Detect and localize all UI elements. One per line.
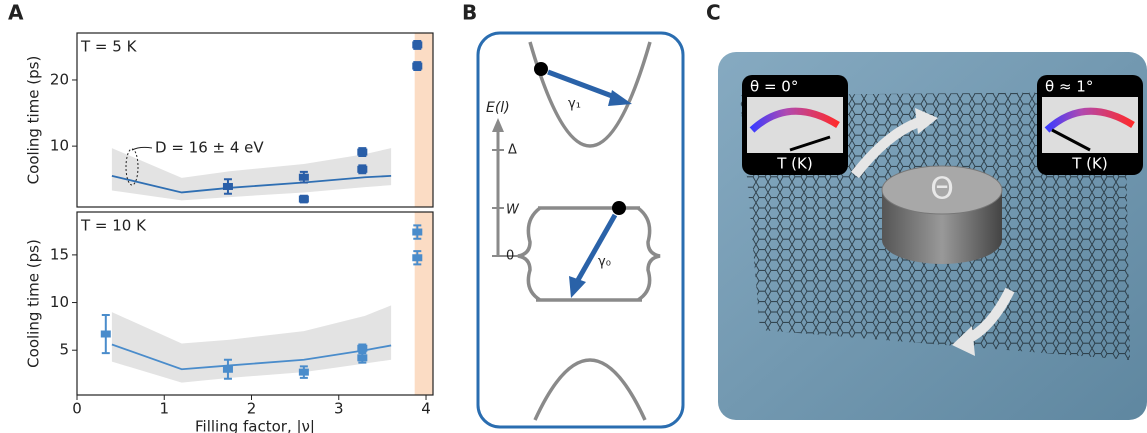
panel-label: C <box>706 1 721 25</box>
data-point <box>412 254 422 261</box>
data-point <box>299 174 309 181</box>
data-point <box>357 354 367 361</box>
annotation: T = 5 K <box>80 38 138 56</box>
gauge-label: θ ≈ 1° <box>1045 78 1093 96</box>
gauge-axis: T (K) <box>1071 155 1107 173</box>
y-tick-label: 20 <box>50 70 69 88</box>
x-tick-label: 1 <box>159 400 169 418</box>
y-axis-label: Cooling time (ps) <box>25 239 43 368</box>
y-tick-label: 15 <box>50 245 69 263</box>
y-tick-label: 10 <box>50 137 69 155</box>
electron <box>534 62 548 76</box>
gauge-label: θ = 0° <box>750 78 798 96</box>
puck-symbol: Θ <box>930 172 954 207</box>
x-tick-label: 2 <box>247 400 257 418</box>
x-axis-label: Filling factor, |ν| <box>195 418 315 433</box>
illustration: Θ θ = 0° T (K) θ ≈ 1° T (K) <box>718 52 1147 420</box>
level-label: Δ <box>508 143 517 158</box>
data-point <box>357 166 367 173</box>
electron <box>612 201 626 215</box>
data-point <box>101 331 111 338</box>
annotation: D = 16 ± 4 eV <box>155 139 264 157</box>
gauge-axis: T (K) <box>776 155 812 173</box>
band-diagram: E(l) Δ W 0 γ₁ γ₀ <box>478 33 683 427</box>
y-axis-label: Cooling time (ps) <box>25 56 43 185</box>
data-point <box>299 369 309 376</box>
y-tick-label: 5 <box>59 341 69 359</box>
data-point <box>357 149 367 156</box>
x-tick-label: 0 <box>72 400 82 418</box>
panel-label: A <box>8 1 24 25</box>
data-point <box>223 366 233 373</box>
data-point <box>412 229 422 236</box>
y-tick-label: 10 <box>50 293 69 311</box>
uncertainty-band <box>112 305 391 382</box>
data-point <box>223 183 233 190</box>
data-point <box>357 345 367 352</box>
diagram-frame <box>478 33 683 427</box>
data-point <box>412 41 422 48</box>
data-point <box>299 196 309 203</box>
annotation: T = 10 K <box>80 217 147 235</box>
annotation-arrow <box>132 147 152 150</box>
highlight <box>415 33 433 207</box>
data-point <box>412 63 422 70</box>
x-tick-label: 3 <box>334 400 344 418</box>
gamma-label: γ₀ <box>598 255 611 270</box>
x-tick-label: 4 <box>421 400 431 418</box>
energy-label: E(l) <box>486 100 510 116</box>
level-label: 0 <box>506 249 514 264</box>
figure: A B C E(l) Δ W 0 γ₁ γ₀ Θ <box>0 0 1147 433</box>
gamma-label: γ₁ <box>568 97 581 112</box>
level-label: W <box>506 203 520 218</box>
panel-label: B <box>462 1 477 25</box>
